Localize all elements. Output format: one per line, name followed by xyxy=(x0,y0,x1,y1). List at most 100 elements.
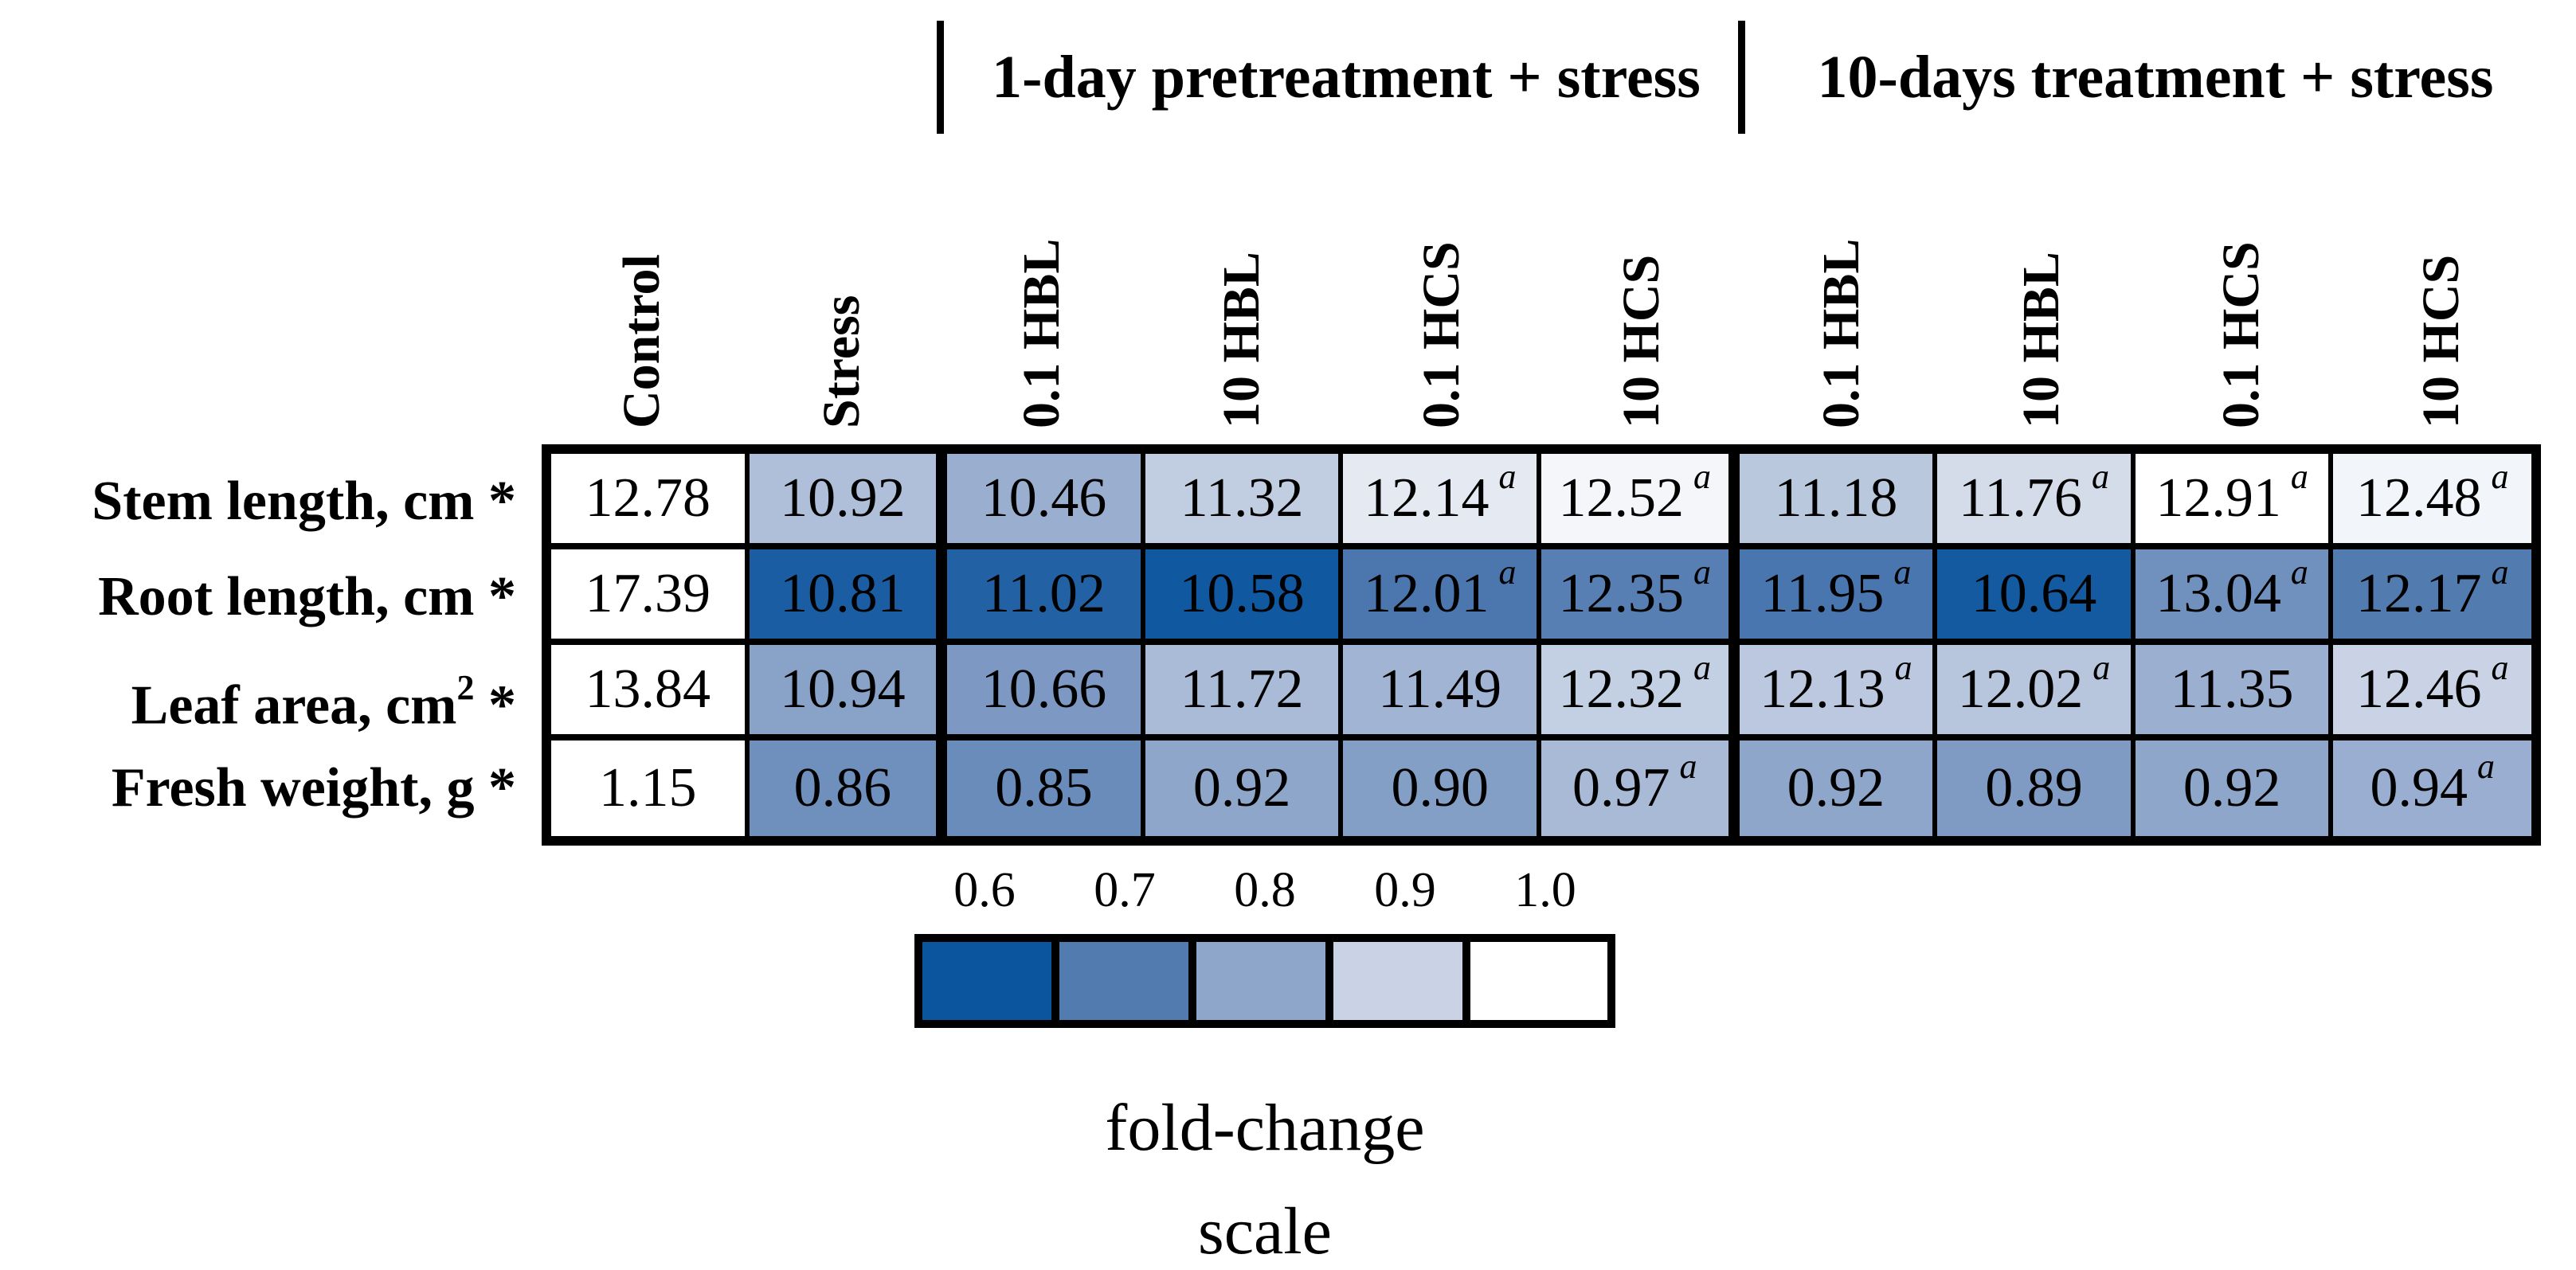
column-header-0-1-hcs: 0.1 HCS xyxy=(2211,241,2270,428)
heatmap-cell: 11.76 a xyxy=(1937,454,2136,549)
column-header-0-1-hbl: 0.1 HBL xyxy=(1012,238,1071,428)
heatmap-cell: 0.92 xyxy=(1739,741,1938,836)
cell-value: 0.86 xyxy=(793,757,892,819)
cell-value: 12.46 xyxy=(2355,658,2482,720)
cell-value: 0.94 xyxy=(2370,757,2468,819)
heatmap-cell: 11.18 xyxy=(1739,454,1938,549)
heatmap-cell: 0.85 xyxy=(947,741,1145,836)
significance-superscript: a xyxy=(2491,552,2509,592)
cell-value: 12.52 xyxy=(1558,467,1685,529)
cell-value: 11.32 xyxy=(1180,467,1304,529)
cell-value: 13.84 xyxy=(585,658,711,720)
cell-value: 10.92 xyxy=(780,467,906,529)
cell-value: 17.39 xyxy=(585,563,711,624)
heatmap-cell: 10.92 xyxy=(749,454,948,549)
legend-swatch xyxy=(1196,942,1333,1020)
heatmap-cell: 10.66 xyxy=(947,645,1145,741)
legend-tick: 1.0 xyxy=(1514,863,1576,917)
legend-tick: 0.6 xyxy=(953,863,1016,917)
column-header-10-hcs: 10 HCS xyxy=(2411,254,2470,428)
heatmap-cell: 12.13 a xyxy=(1739,645,1938,741)
heatmap-cell: 0.92 xyxy=(1145,741,1344,836)
cell-value: 0.97 xyxy=(1572,757,1670,819)
heatmap-cell: 0.97 a xyxy=(1541,741,1740,836)
heatmap-cell: 12.02 a xyxy=(1937,645,2136,741)
row-label-superscript: 2 xyxy=(456,668,475,707)
cell-value: 10.64 xyxy=(1971,563,2097,624)
legend-caption-line1: fold-change xyxy=(1105,1091,1425,1165)
legend-swatch xyxy=(1059,942,1196,1020)
heatmap-cell: 12.52 a xyxy=(1541,454,1740,549)
heatmap-cell: 12.14 a xyxy=(1343,454,1541,549)
heatmap-cell: 11.02 xyxy=(947,549,1145,645)
cell-value: 13.04 xyxy=(2155,563,2281,624)
heatmap-cell: 0.94 a xyxy=(2333,741,2531,836)
group-header-1day: 1-day pretreatment + stress xyxy=(992,44,1701,111)
cell-value: 12.91 xyxy=(2155,467,2281,529)
cell-value: 12.17 xyxy=(2355,563,2482,624)
significance-superscript: a xyxy=(2290,456,2308,496)
cell-value: 1.15 xyxy=(599,757,697,819)
heatmap-cell: 0.90 xyxy=(1343,741,1541,836)
significance-superscript: a xyxy=(1894,647,1912,687)
cell-value: 12.32 xyxy=(1558,658,1685,720)
significance-superscript: a xyxy=(2290,552,2308,592)
heatmap-cell: 11.49 xyxy=(1343,645,1541,741)
group-divider-left xyxy=(937,21,944,134)
heatmap-cell: 0.86 xyxy=(749,741,948,836)
legend-tick: 0.9 xyxy=(1374,863,1436,917)
cell-value: 11.35 xyxy=(2170,658,2294,720)
heatmap-cell: 0.92 xyxy=(2135,741,2334,836)
column-header-control: Control xyxy=(612,254,671,428)
significance-superscript: a xyxy=(1693,456,1712,496)
cell-value: 10.46 xyxy=(981,467,1107,529)
heatmap-cell: 17.39 xyxy=(551,549,750,645)
significance-superscript: a xyxy=(1893,552,1912,592)
heatmap-cell: 12.46 a xyxy=(2333,645,2531,741)
heatmap-table: 12.78 10.92 10.46 11.32 12.14 a 12.52 a 11.18 11.… xyxy=(542,444,2541,846)
legend-tick: 0.7 xyxy=(1094,863,1156,917)
column-header-10-hbl: 10 HBL xyxy=(1212,252,1270,428)
significance-superscript: a xyxy=(1498,552,1517,592)
heatmap-cell: 10.46 xyxy=(947,454,1145,549)
heatmap-cell: 12.32 a xyxy=(1541,645,1740,741)
heatmap-cell: 11.32 xyxy=(1145,454,1344,549)
significance-superscript: a xyxy=(2491,647,2509,687)
significance-superscript: a xyxy=(2091,456,2109,496)
cell-value: 11.95 xyxy=(1760,563,1885,624)
cell-value: 11.02 xyxy=(982,563,1106,624)
legend-tick: 0.8 xyxy=(1234,863,1296,917)
cell-value: 12.14 xyxy=(1363,467,1490,529)
group-divider-right xyxy=(1738,21,1745,134)
significance-superscript: a xyxy=(1679,746,1697,786)
row-label: Root length, cm * xyxy=(98,566,516,627)
legend-swatch xyxy=(922,942,1059,1020)
heatmap-cell: 13.84 xyxy=(551,645,750,741)
cell-value: 12.13 xyxy=(1760,658,1885,720)
cell-value: 10.66 xyxy=(981,658,1107,720)
legend-caption-line2: scale xyxy=(1198,1194,1332,1268)
cell-value: 12.35 xyxy=(1558,563,1685,624)
heatmap-cell: 12.91 a xyxy=(2135,454,2334,549)
cell-value: 11.49 xyxy=(1378,658,1502,720)
heatmap-cell: 11.95 a xyxy=(1739,549,1938,645)
legend-swatch xyxy=(1470,942,1607,1020)
cell-value: 0.90 xyxy=(1391,757,1489,819)
heatmap-cell: 13.04 a xyxy=(2135,549,2334,645)
cell-value: 11.72 xyxy=(1180,658,1304,720)
significance-superscript: a xyxy=(1693,647,1712,687)
cell-value: 0.92 xyxy=(1787,757,1885,819)
cell-value: 0.85 xyxy=(995,757,1093,819)
heatmap-cell: 12.01 a xyxy=(1343,549,1541,645)
significance-superscript: a xyxy=(2491,456,2509,496)
group-header-10days: 10-days treatment + stress xyxy=(1817,44,2494,111)
significance-superscript: a xyxy=(1693,552,1712,592)
cell-value: 0.92 xyxy=(1192,757,1291,819)
heatmap-cell: 10.94 xyxy=(749,645,948,741)
cell-value: 0.92 xyxy=(2183,757,2281,819)
row-label: Leaf area, cm2 * xyxy=(131,668,516,737)
row-label: Fresh weight, g * xyxy=(111,757,516,819)
significance-superscript: a xyxy=(1498,456,1517,496)
cell-value: 11.76 xyxy=(1959,467,2082,529)
